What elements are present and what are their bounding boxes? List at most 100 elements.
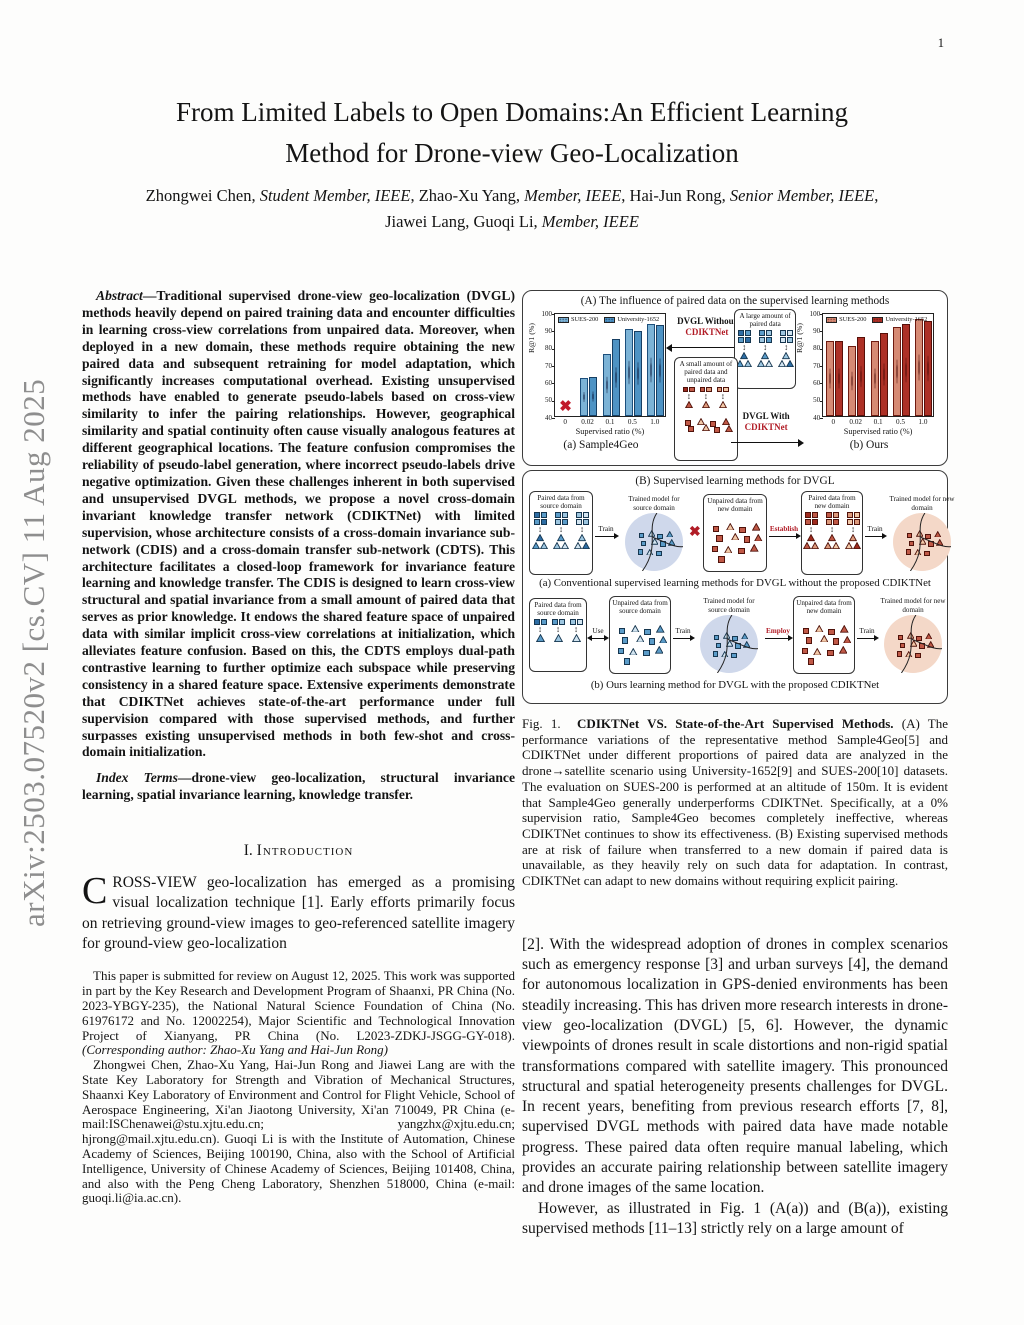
x-tick-label: 0 [563, 418, 567, 426]
flow-node-unpaired-data: Unpaired data from new domain [703, 494, 767, 572]
plot-box: SUES-200 University-1652 40 50 60 70 80 90 100 [810, 310, 935, 421]
x-tick-label: 0.02 [581, 418, 594, 426]
y-tick-mark [820, 383, 824, 385]
flow-arrow: Establish [767, 525, 801, 541]
node-label: Trained model for source domain [628, 495, 680, 512]
y-tick-label: 90 [813, 326, 821, 335]
legend-swatch [872, 316, 884, 323]
right-column: (A) The influence of paired data on the … [522, 288, 954, 1239]
box-label: A large amount of paired data [739, 312, 791, 329]
flow-arrow: Train [671, 627, 695, 643]
dvgl-with-label: DVGL With CDIKTNet [736, 411, 796, 433]
bar [580, 377, 589, 416]
section-heading: I. Introduction [82, 842, 515, 860]
panel-a-content: R@1 (%) SUES-200 University-1652 40 50 60 70 80… [527, 309, 942, 464]
legend-swatch [604, 316, 616, 323]
arrow-right-icon [728, 439, 805, 447]
dvgl-without-line2: CDIKTNet [685, 327, 729, 337]
legend-item: University-1652 [604, 316, 659, 323]
index-terms-label: Index Terms [96, 770, 178, 786]
bar [624, 329, 633, 416]
dvgl-with-line1: DVGL With [742, 411, 790, 421]
authors-line-1: Zhongwei Chen, Student Member, IEEE, Zha… [145, 186, 879, 205]
figure-panel-b: (B) Supervised learning methods for DVGL… [522, 470, 954, 704]
failure-cross-icon: ✖ [689, 525, 701, 540]
dvgl-without-line1: DVGL Without [677, 316, 737, 326]
footnote-block: This paper is submitted for review on Au… [82, 968, 515, 1206]
arrow-line-icon [593, 533, 619, 541]
flow-arrow-label: Employ [766, 627, 790, 635]
flow-node-trained-model: Trained model for source domain [619, 495, 689, 571]
x-tick-label: 1.0 [650, 418, 660, 426]
left-column: Abstract—Traditional supervised drone-vi… [82, 288, 515, 1206]
body-paragraph-1: [2]. With the widespread adoption of dro… [522, 935, 948, 1197]
flow-arrow-label: Train [859, 627, 875, 635]
flow-row-ours: Paired data from source domain ↕ ↕ ↕ Use Unpa… [529, 592, 945, 678]
page-number: 1 [937, 36, 944, 50]
bar [633, 331, 642, 416]
authors-line-2: Jiawei Lang, Guoqi Li, Member, IEEE [385, 212, 639, 231]
bar [848, 345, 857, 416]
chart-legend: SUES-200 University-1652 [558, 316, 664, 323]
bar [589, 377, 598, 416]
x-tick-row: 0 0.02 0.1 0.5 1.0 [822, 417, 934, 426]
y-tick-mark [552, 400, 555, 402]
arrow-line-icon [587, 635, 609, 643]
y-tick-mark [552, 366, 555, 367]
box-label: A small amount of paired data and unpair… [679, 360, 733, 385]
arrow-line-icon [863, 533, 887, 541]
y-tick-mark [552, 348, 555, 350]
y-tick-mark [552, 331, 555, 333]
node-label: Paired data from source domain [534, 601, 582, 618]
flow-arrow-label: Train [675, 627, 691, 635]
arxiv-watermark: arXiv:2503.07520v2 [cs.CV] 11 Aug 2025 [16, 378, 51, 928]
y-tick-label: 80 [545, 344, 552, 353]
paired-data-icon: ↕ ↕ ↕ [531, 512, 591, 549]
bar [924, 320, 933, 416]
panel-a-middle-diagram: DVGL Without CDIKTNet A large amount of pa… [665, 309, 805, 464]
flow-row-a-caption: (a) Conventional supervised learning met… [539, 577, 931, 589]
arrow-left-icon [665, 344, 742, 352]
bar [656, 325, 665, 416]
node-label: Paired data from new domain [808, 494, 856, 511]
arrow-line-icon [763, 635, 793, 643]
arrow-line-icon [855, 635, 879, 643]
legend-label: SUES-200 [839, 316, 867, 323]
bar [647, 324, 656, 416]
figure-caption: Fig. 1. CDIKTNet VS. State-of-the-Art Su… [522, 716, 948, 889]
x-tick-label: 0.1 [605, 418, 615, 426]
legend-label: University-1652 [885, 316, 928, 323]
x-tick-label: 0.02 [849, 418, 862, 426]
y-tick-label: 40 [545, 413, 552, 422]
node-label: Trained model for new domain [889, 495, 955, 512]
y-tick-label: 50 [813, 396, 821, 405]
figure-caption-prefix: Fig. 1. [522, 716, 561, 731]
bar [893, 326, 902, 416]
chart-sub-label: (b) Ours [849, 439, 889, 451]
flow-node-trained-model: Trained model for new domain [887, 495, 957, 571]
abstract: Abstract—Traditional supervised drone-vi… [82, 288, 515, 761]
flow-node-trained-model: Trained model for new domain [879, 597, 947, 673]
bar [879, 332, 888, 416]
drop-cap: C [82, 870, 108, 913]
paper-title: From Limited Labels to Open Domains:An E… [64, 92, 960, 174]
y-tick-mark [552, 383, 555, 385]
bar [602, 354, 611, 416]
y-tick-mark [820, 400, 824, 402]
flow-arrow: Train [593, 525, 619, 541]
scatter-shapes-icon [795, 615, 853, 667]
author-list: Zhongwei Chen, Student Member, IEEE, Zha… [64, 183, 960, 235]
x-axis-label: Supervised ratio (%) [843, 427, 913, 436]
chart-sub-label: (a) Sample4Geo [563, 439, 639, 451]
abstract-label: Abstract [96, 288, 143, 303]
flow-node-paired-data: Paired data from new domain ↕ ↕ ↕ [801, 491, 863, 575]
x-tick-label: 0 [831, 418, 836, 426]
y-tick-mark [820, 331, 824, 333]
legend-item: SUES-200 [558, 316, 598, 323]
intro-text: ROSS-VIEW geo-localization has emerged a… [82, 874, 515, 953]
y-tick-label: 50 [545, 396, 552, 405]
x-tick-row: 0 0.02 0.1 0.5 1.0 [554, 417, 666, 426]
legend-item: SUES-200 [826, 316, 866, 323]
footnote-affiliations: Zhongwei Chen, Zhao-Xu Yang, Hai-Jun Ron… [82, 1057, 515, 1206]
